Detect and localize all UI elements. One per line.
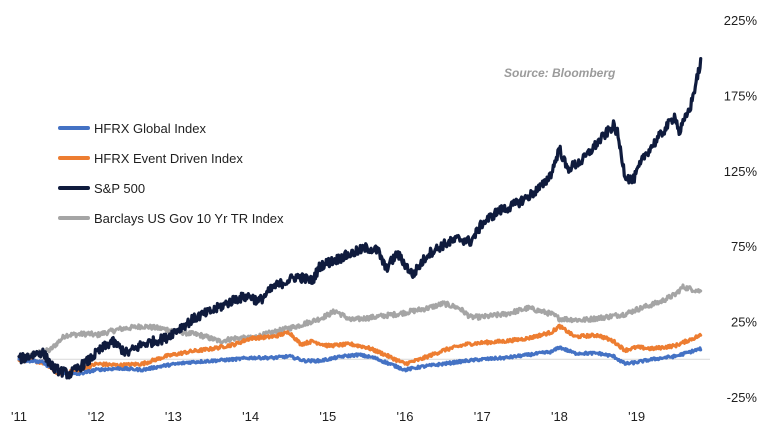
x-tick-label: '15 — [319, 409, 336, 424]
legend-label: Barclays US Gov 10 Yr TR Index — [94, 211, 284, 226]
y-tick-label: 175% — [724, 88, 758, 103]
x-tick-label: '11 — [11, 409, 27, 424]
y-tick-label: 125% — [724, 164, 758, 179]
legend: HFRX Global Index HFRX Event Driven Index… — [58, 121, 284, 226]
x-tick-label: '13 — [165, 409, 182, 424]
x-tick-label: '19 — [628, 409, 645, 424]
x-tick-label: '18 — [551, 409, 568, 424]
y-tick-label: 225% — [724, 13, 758, 28]
y-axis-ticks: 225% 175% 125% 75% 25% -25% — [724, 13, 758, 405]
legend-label: S&P 500 — [94, 181, 145, 196]
x-tick-label: '12 — [88, 409, 105, 424]
x-tick-label: '14 — [242, 409, 259, 424]
series-line-3 — [17, 283, 703, 362]
series-layer — [17, 57, 703, 380]
series-line-0 — [17, 345, 703, 377]
series-line-2 — [17, 57, 703, 380]
x-axis-ticks: '11 '12 '13 '14 '15 '16 '17 '18 '19 — [11, 409, 645, 424]
y-tick-label: 25% — [731, 315, 757, 330]
y-tick-label: 75% — [731, 239, 757, 254]
legend-label: HFRX Event Driven Index — [94, 151, 243, 166]
y-tick-label: -25% — [727, 390, 758, 405]
series-line-1 — [17, 323, 703, 376]
x-tick-label: '17 — [474, 409, 491, 424]
legend-label: HFRX Global Index — [94, 121, 206, 136]
x-tick-label: '16 — [397, 409, 414, 424]
source-label: Source: Bloomberg — [504, 66, 616, 80]
